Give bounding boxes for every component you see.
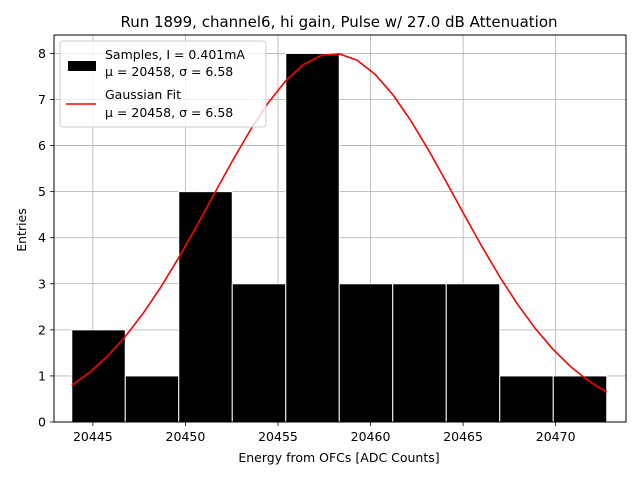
y-tick-label: 7 [38,92,46,107]
legend: Samples, I = 0.401mA μ = 20458, σ = 6.58… [59,40,267,128]
legend-samples-label: Samples, I = 0.401mA [105,47,245,62]
x-tick-label: 20445 [73,429,113,444]
chart-title: Run 1899, channel6, hi gain, Pulse w/ 27… [120,13,557,31]
histogram-bar [392,283,447,423]
plot-frame [53,34,627,423]
y-tick-label: 4 [38,230,46,245]
gaussian-fit-line [71,53,608,393]
x-tick-label: 20470 [536,429,576,444]
y-tick-label: 8 [38,46,46,61]
x-tick-label: 20455 [258,429,298,444]
legend-samples-stats: μ = 20458, σ = 6.58 [105,64,233,79]
histogram-bar [231,283,287,423]
legend-box [59,40,267,128]
gaussian-fit-layer [71,53,608,393]
legend-samples-swatch [68,61,96,71]
legend-fit-stats: μ = 20458, σ = 6.58 [105,105,233,120]
histogram-bar [499,375,554,423]
x-tick-label: 20465 [443,429,483,444]
axis-ticks: 20445 20450 20455 20460 20465 20470 0 1 2 3 4 5 6 7 8 [38,46,576,444]
histogram-bar [71,329,126,423]
y-tick-label: 6 [38,138,46,153]
x-axis-label: Energy from OFCs [ADC Counts] [238,450,439,465]
legend-fit-label: Gaussian Fit [105,87,181,102]
histogram-bar [445,283,501,423]
y-axis-label: Entries [14,208,29,252]
histogram-bar [285,52,340,423]
y-tick-label: 1 [38,368,46,383]
y-tick-label: 5 [38,184,46,199]
histogram-bar [552,375,608,423]
y-tick-label: 0 [38,415,46,430]
x-tick-label: 20450 [166,429,206,444]
histogram-bar [338,283,394,423]
y-tick-label: 2 [38,322,46,337]
x-tick-label: 20460 [351,429,391,444]
histogram-bars [71,52,608,423]
histogram-bar [124,375,180,423]
y-tick-label: 3 [38,276,46,291]
histogram-bar [178,191,233,423]
